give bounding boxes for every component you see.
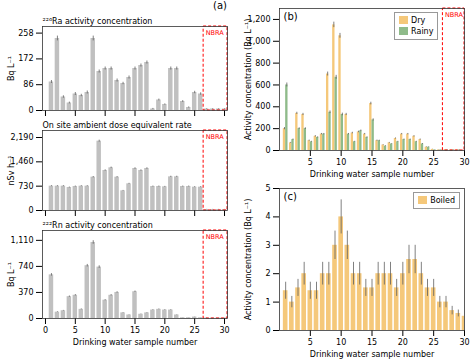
svg-text:258: 258	[18, 29, 33, 38]
svg-text:Bq L⁻¹: Bq L⁻¹	[7, 262, 16, 287]
svg-text:25: 25	[190, 326, 200, 335]
svg-text:NBRA: NBRA	[206, 133, 225, 141]
svg-text:Bq L⁻¹: Bq L⁻¹	[7, 56, 16, 81]
svg-text:0: 0	[43, 326, 48, 335]
svg-text:0: 0	[28, 314, 33, 323]
svg-text:Drinking water sample number: Drinking water sample number	[73, 338, 198, 347]
svg-text:nSv h⁻¹: nSv h⁻¹	[7, 156, 16, 186]
svg-text:86: 86	[23, 80, 33, 89]
svg-text:5: 5	[308, 338, 313, 347]
svg-text:20: 20	[398, 338, 408, 347]
svg-text:NBRA: NBRA	[206, 233, 225, 241]
svg-text:²²⁶Ra activity concentration: ²²⁶Ra activity concentration	[43, 17, 153, 26]
svg-text:25: 25	[429, 158, 439, 167]
html-text:Rainy: Rainy	[411, 27, 434, 36]
svg-text:10: 10	[336, 338, 346, 347]
svg-text:Drinking water sample number: Drinking water sample number	[310, 170, 435, 179]
svg-text:200: 200	[255, 124, 270, 133]
svg-text:730: 730	[18, 182, 33, 191]
svg-text:1,000: 1,000	[247, 36, 271, 46]
svg-text:2: 2	[265, 269, 270, 278]
svg-text:5: 5	[308, 158, 313, 167]
svg-text:1: 1	[265, 298, 270, 307]
svg-text:20: 20	[160, 326, 170, 335]
svg-text:15: 15	[367, 338, 377, 347]
svg-text:30: 30	[459, 158, 469, 167]
svg-text:²²²Rn activity concentration: ²²²Rn activity concentration	[43, 221, 153, 230]
svg-text:NBRA: NBRA	[206, 29, 225, 37]
svg-text:Activity concentration (Bq L⁻¹: Activity concentration (Bq L⁻¹)	[244, 19, 253, 141]
svg-text:10: 10	[336, 158, 346, 167]
svg-text:1,200: 1,200	[247, 15, 271, 24]
svg-text:0: 0	[28, 106, 33, 115]
svg-text:0: 0	[265, 146, 270, 155]
html-text:Boiled: Boiled	[430, 196, 455, 205]
svg-text:600: 600	[255, 81, 270, 90]
svg-text:10: 10	[100, 326, 110, 335]
svg-text:3: 3	[265, 241, 270, 250]
svg-text:30: 30	[219, 326, 229, 335]
svg-text:0: 0	[265, 326, 270, 335]
svg-text:25: 25	[429, 338, 439, 347]
svg-text:30: 30	[459, 338, 469, 347]
svg-text:5: 5	[265, 184, 270, 193]
html-text:Dry: Dry	[411, 16, 426, 25]
svg-text:740: 740	[18, 262, 33, 271]
svg-text:15: 15	[130, 326, 140, 335]
svg-text:0: 0	[28, 206, 33, 215]
svg-text:20: 20	[398, 158, 408, 167]
svg-text:(b): (b)	[284, 11, 298, 22]
svg-text:400: 400	[255, 102, 270, 111]
svg-text:172: 172	[18, 54, 33, 63]
svg-text:5: 5	[73, 326, 78, 335]
svg-text:(c): (c)	[284, 191, 297, 202]
svg-text:On site ambient dose equivalen: On site ambient dose equivalent rate	[43, 121, 192, 130]
svg-text:15: 15	[367, 158, 377, 167]
svg-text:NBRA: NBRA	[445, 11, 464, 19]
svg-text:Activity concentration (Bq L⁻¹: Activity concentration (Bq L⁻¹)	[244, 199, 253, 321]
svg-text:4: 4	[265, 212, 270, 221]
svg-text:Drinking water sample number: Drinking water sample number	[310, 350, 435, 359]
svg-text:1,110: 1,110	[11, 236, 34, 245]
svg-text:1,460: 1,460	[10, 157, 34, 167]
html-text:(a): (a)	[213, 0, 227, 11]
svg-text:800: 800	[255, 59, 270, 68]
svg-text:370: 370	[18, 288, 33, 297]
svg-text:2,190: 2,190	[11, 133, 34, 142]
